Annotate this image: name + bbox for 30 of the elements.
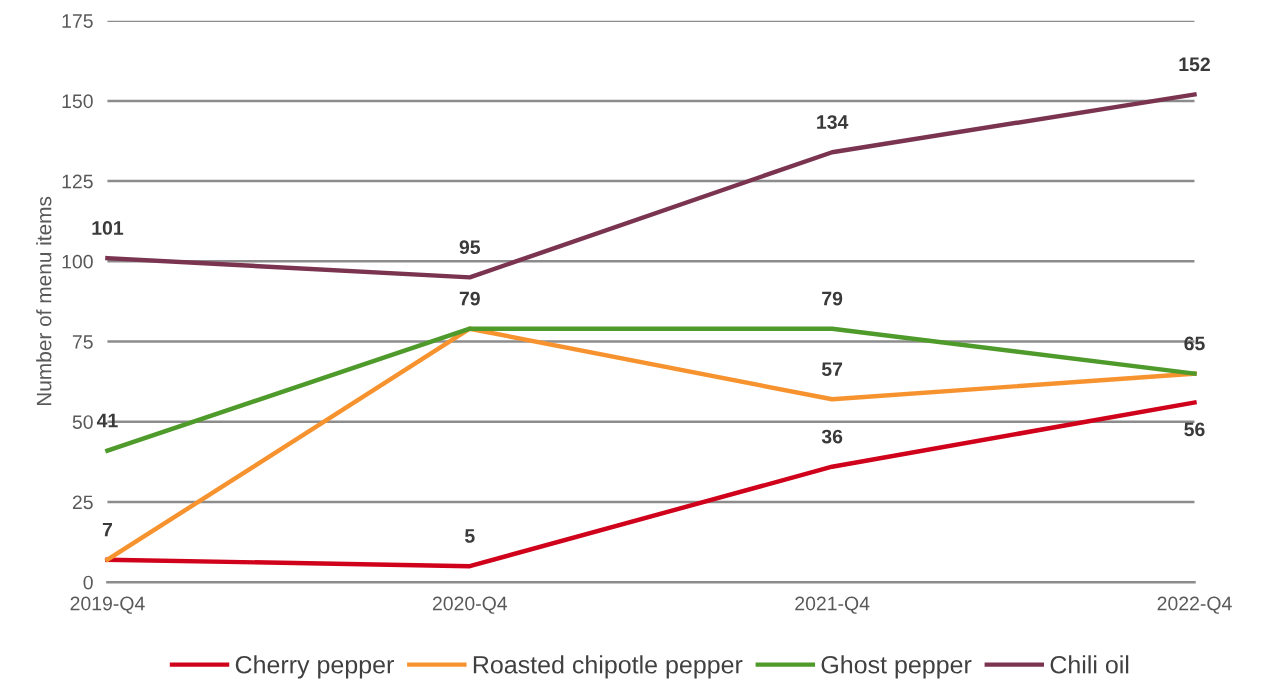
- data-label: 79: [822, 291, 843, 306]
- legend-label: Chili oil: [1050, 655, 1129, 674]
- x-tick-label: 2019-Q4: [70, 596, 145, 614]
- data-label: 134: [817, 115, 849, 129]
- y-tick-label: 125: [62, 174, 93, 189]
- y-tick-label: 75: [72, 335, 93, 349]
- data-label: 7: [102, 522, 112, 537]
- data-label: 36: [821, 429, 843, 444]
- legend-label: Ghost pepper: [821, 655, 972, 679]
- data-label: 65: [1184, 336, 1205, 351]
- data-label: 152: [1179, 57, 1210, 72]
- data-label: 57: [821, 362, 843, 377]
- x-tick-label: 2022-Q4: [1157, 596, 1232, 614]
- y-axis-title: Number of menu items: [36, 196, 52, 406]
- legend-label: Cherry pepper: [235, 655, 394, 679]
- data-label: 41: [96, 413, 118, 428]
- x-tick-label: 2020-Q4: [432, 596, 508, 614]
- y-tick-label: 50: [72, 415, 93, 429]
- y-tick-label: 0: [83, 575, 93, 590]
- y-tick-label: 100: [62, 254, 93, 269]
- data-label: 56: [1184, 422, 1205, 437]
- legend-label: Roasted chipotle pepper: [473, 655, 743, 679]
- data-label: 101: [92, 221, 124, 235]
- data-label: 5: [464, 529, 475, 543]
- data-label: 79: [459, 291, 480, 306]
- data-label: 95: [459, 240, 481, 255]
- y-tick-label: 150: [62, 94, 93, 109]
- x-tick-label: 2021-Q4: [795, 596, 870, 614]
- y-tick-label: 175: [62, 14, 93, 28]
- y-tick-label: 25: [72, 495, 93, 510]
